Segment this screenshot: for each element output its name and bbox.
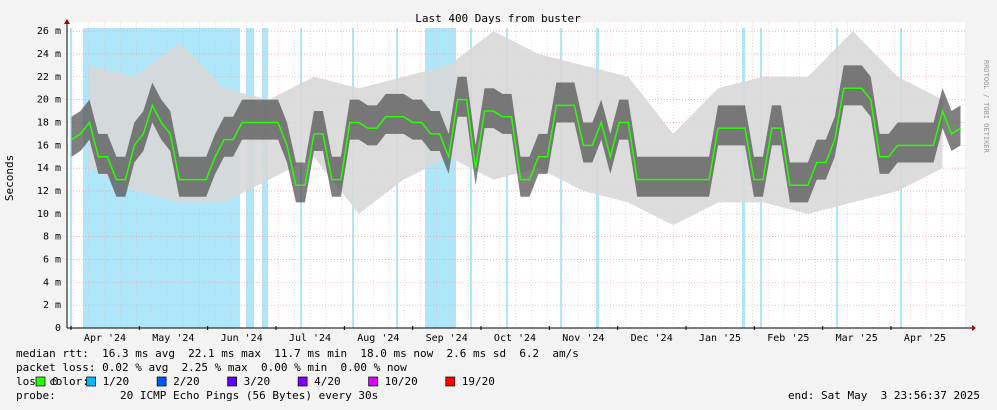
x-tick-label: Oct '24 [494,333,536,344]
legend-label: 2/20 [173,375,200,388]
legend-label: 4/20 [314,375,341,388]
legend-label: 1/20 [103,375,130,388]
x-tick-label: Jul '24 [289,333,331,344]
chart-title: Last 400 Days from buster [415,12,581,25]
x-tick-label: May '24 [152,333,194,344]
y-tick-label: 8 m [43,232,61,243]
x-tick-label: Apr '24 [84,333,126,344]
y-tick-label: 20 m [37,95,61,106]
y-axis-label: Seconds [3,155,16,201]
marks [71,31,961,226]
side-text: RRDTOOL / TOBI OETIKER [982,60,990,154]
end-text: end: Sat May 3 23:56:37 2025 [788,389,980,402]
y-tick-label: 24 m [37,49,61,60]
x-tick-label: Nov '24 [562,333,604,344]
y-tick-label: 26 m [37,26,61,37]
y-tick-label: 4 m [43,277,61,288]
legend-label: 19/20 [462,375,495,388]
x-tick-label: Jun '24 [221,333,263,344]
x-tick-label: Mar '25 [836,333,878,344]
probe-text: 20 ICMP Echo Pings (56 Bytes) every 30s [120,389,378,402]
legend-swatch [35,376,46,387]
y-tick-label: 10 m [37,209,61,220]
legend-swatch [227,376,237,387]
legend-label: 3/20 [244,375,271,388]
x-tick-label: Jan '25 [699,333,741,344]
legend-label: 0 [52,375,59,388]
legend-swatch [445,376,456,387]
x-tick-label: Apr '25 [904,333,946,344]
x-tick-label: Sep '24 [426,333,468,344]
smoke-band-inner [71,65,961,203]
y-tick-label: 18 m [37,117,61,128]
x-tick-label: Dec '24 [631,333,673,344]
legend-label: 10/20 [385,375,418,388]
y-tick-label: 16 m [37,140,61,151]
x-tick-label: Feb '25 [767,333,809,344]
legend-swatch [368,376,378,387]
loss-label: loss color: [16,375,89,388]
legend-swatch [156,376,167,387]
legend-swatch [297,376,308,387]
median-line [71,87,961,187]
stats-line: packet loss: 0.02 % avg 2.25 % max 0.00 … [16,361,407,374]
stats-line: median rtt: 16.3 ms avg 22.1 ms max 11.7… [16,347,579,360]
probe-label: probe: [16,389,56,402]
x-tick-label: Aug '24 [357,333,399,344]
y-tick-label: 0 [55,323,61,334]
legend: 0 1/20 2/20 3/20 4/20 10/20 19/20 [35,375,495,388]
y-tick-label: 14 m [37,163,61,174]
y-tick-label: 6 m [43,254,61,265]
y-tick-label: 12 m [37,186,61,197]
y-tick-label: 2 m [43,300,61,311]
y-tick-label: 22 m [37,72,61,83]
legend-swatch [86,376,96,387]
